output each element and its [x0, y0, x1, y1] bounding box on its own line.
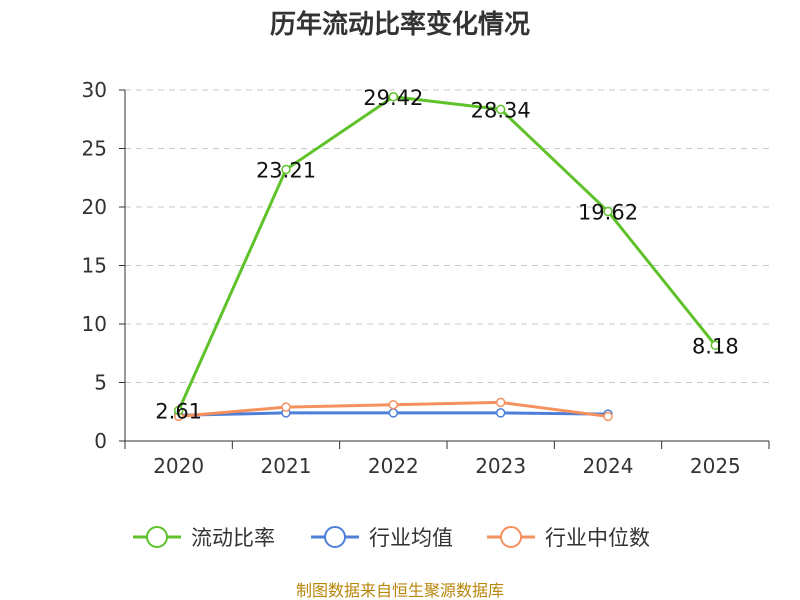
data-point [495, 408, 506, 418]
data-point [281, 402, 291, 412]
legend-label: 行业均值 [369, 526, 453, 550]
y-tick-label: 10 [82, 312, 107, 336]
y-tick-label: 25 [82, 137, 107, 161]
legend-label: 流动比率 [191, 526, 275, 550]
y-tick-label: 0 [94, 429, 107, 453]
y-tick-label: 15 [82, 254, 107, 278]
y-tick-label: 20 [82, 195, 107, 219]
legend-marker [146, 526, 168, 548]
legend: 流动比率 行业均值 行业中位数 [133, 526, 650, 550]
data-labels: 2.61 23.21 29.42 28.34 19.62 8.18 [155, 86, 738, 424]
x-tick-label: 2021 [261, 454, 312, 478]
x-tick-label: 2023 [475, 454, 526, 478]
data-point [388, 92, 399, 102]
data-label: 23.21 [256, 158, 316, 182]
chart-title: 历年流动比率变化情况 [270, 9, 530, 40]
data-point [710, 340, 721, 351]
data-point [603, 206, 613, 217]
x-tick-label: 2025 [690, 454, 741, 478]
grid-lines [125, 89, 769, 383]
series-layer [173, 92, 721, 422]
legend-label: 行业中位数 [545, 526, 650, 550]
data-point [603, 411, 613, 422]
data-label: 28.34 [471, 98, 531, 122]
data-label: 2.61 [155, 399, 202, 423]
data-point [388, 408, 399, 418]
data-point [495, 104, 506, 115]
legend-marker [500, 526, 522, 548]
data-point [173, 405, 184, 416]
source-note: 制图数据来自恒生聚源数据库 [296, 581, 504, 600]
data-point [495, 397, 506, 408]
data-point [281, 164, 291, 175]
x-tick-label: 2022 [368, 454, 419, 478]
y-tick-label: 30 [82, 78, 107, 102]
x-tick-label: 2020 [153, 454, 204, 478]
legend-marker [324, 526, 346, 548]
data-label: 29.42 [363, 86, 423, 110]
series-line [177, 95, 717, 412]
y-tick-label: 5 [94, 371, 107, 395]
data-label: 8.18 [692, 334, 739, 358]
data-point [388, 399, 399, 410]
x-tick-label: 2024 [583, 454, 634, 478]
data-label: 19.62 [578, 200, 638, 224]
